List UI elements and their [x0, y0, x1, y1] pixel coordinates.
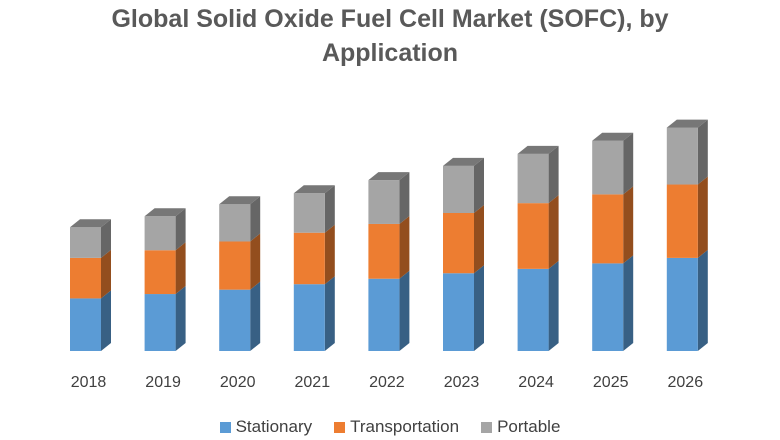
bar-side-stationary-2025	[623, 255, 634, 351]
legend-swatch-stationary	[219, 421, 231, 433]
bar-segment-portable-2024	[517, 153, 549, 204]
bar-top-2021	[293, 185, 335, 194]
legend-item-stationary: Stationary	[219, 417, 313, 437]
bar-segment-transportation-2022	[368, 223, 400, 279]
bar-segment-stationary-2025	[592, 263, 624, 351]
bar-segment-portable-2020	[219, 204, 251, 242]
bar-segment-transportation-2019	[144, 250, 176, 295]
bar-top-2018	[70, 219, 111, 228]
bar-top-2020	[219, 196, 261, 205]
bar-top-2026	[666, 119, 708, 128]
bar-segment-stationary-2026	[666, 257, 698, 351]
bar-segment-stationary-2020	[219, 289, 251, 351]
bar-side-portable-2021	[324, 185, 335, 233]
bar-segment-transportation-2020	[219, 241, 251, 290]
chart-legend: Stationary Transportation Portable	[0, 417, 780, 437]
bar-side-stationary-2026	[697, 249, 708, 351]
legend-item-portable: Portable	[481, 417, 560, 437]
bar-side-stationary-2019	[175, 286, 186, 351]
bar-segment-stationary-2022	[368, 278, 400, 351]
bar-side-portable-2020	[250, 196, 261, 242]
x-tick-label-2023: 2023	[444, 374, 480, 391]
bar-side-stationary-2022	[399, 270, 410, 351]
bar-side-portable-2019	[175, 208, 186, 251]
bar-segment-stationary-2024	[517, 268, 549, 351]
bar-segment-transportation-2018	[70, 257, 101, 299]
x-tick-label-2020: 2020	[220, 374, 256, 391]
bar-segment-portable-2023	[443, 165, 474, 213]
bar-segment-portable-2018	[70, 227, 101, 258]
bar-side-portable-2022	[399, 172, 410, 224]
x-tick-label-2021: 2021	[295, 374, 331, 391]
bar-top-2023	[443, 157, 484, 166]
bar-segment-stationary-2021	[293, 284, 325, 351]
x-tick-label-2018: 2018	[71, 374, 107, 391]
bar-segment-transportation-2025	[592, 194, 624, 264]
bar-side-stationary-2021	[324, 276, 335, 351]
bar-side-transportation-2018	[101, 249, 111, 299]
bar-segment-portable-2025	[592, 140, 624, 195]
bar-segment-portable-2022	[368, 180, 400, 224]
bar-side-transportation-2026	[697, 176, 708, 258]
bar-side-stationary-2020	[250, 281, 261, 351]
bar-side-portable-2024	[548, 145, 559, 204]
bar-top-2019	[144, 208, 186, 217]
bar-side-portable-2023	[474, 157, 484, 213]
bar-top-2025	[592, 132, 634, 141]
bar-side-transportation-2024	[548, 195, 559, 269]
bar-segment-stationary-2018	[70, 298, 101, 351]
bar-side-stationary-2024	[548, 260, 559, 351]
chart-title: Global Solid Oxide Fuel Cell Market (SOF…	[0, 2, 780, 70]
x-tick-label-2025: 2025	[593, 374, 629, 391]
x-tick-label-2019: 2019	[145, 374, 181, 391]
legend-label-transportation: Transportation	[350, 417, 460, 436]
bar-side-transportation-2023	[474, 205, 484, 274]
bar-segment-stationary-2019	[144, 294, 176, 351]
bar-side-portable-2025	[623, 132, 634, 195]
bar-side-stationary-2018	[101, 290, 111, 351]
bar-side-transportation-2020	[250, 233, 261, 290]
legend-label-portable: Portable	[497, 417, 561, 436]
bar-segment-portable-2019	[144, 216, 176, 251]
bar-segment-transportation-2026	[666, 184, 698, 258]
bar-side-transportation-2021	[324, 224, 335, 285]
legend-item-transportation: Transportation	[334, 417, 459, 437]
bar-segment-transportation-2024	[517, 203, 549, 269]
bar-side-portable-2026	[697, 119, 708, 185]
bar-side-transportation-2022	[399, 215, 410, 279]
bar-segment-transportation-2021	[293, 232, 325, 285]
x-tick-label-2022: 2022	[369, 374, 405, 391]
bar-segment-portable-2026	[666, 127, 698, 185]
bar-segment-portable-2021	[293, 193, 325, 233]
bar-segment-stationary-2023	[443, 273, 474, 351]
x-tick-label-2026: 2026	[668, 374, 704, 391]
x-tick-label-2024: 2024	[518, 374, 554, 391]
bar-side-transportation-2019	[175, 242, 186, 295]
bar-side-stationary-2023	[474, 265, 484, 351]
legend-label-stationary: Stationary	[235, 417, 313, 436]
chart-title-line-1: Global Solid Oxide Fuel Cell Market (SOF…	[111, 5, 669, 33]
bar-side-portable-2018	[101, 219, 111, 258]
bar-segment-transportation-2023	[443, 213, 474, 274]
bar-top-2022	[368, 172, 410, 181]
chart-title-line-2: Application	[321, 39, 459, 67]
stacked-bar-chart: 2018 2019 2020 2021 2022 2023 2024 2025 2026	[70, 119, 708, 391]
bar-top-2024	[517, 145, 559, 154]
legend-swatch-portable	[481, 421, 493, 433]
bar-side-transportation-2025	[623, 186, 634, 264]
legend-swatch-transportation	[334, 421, 346, 433]
